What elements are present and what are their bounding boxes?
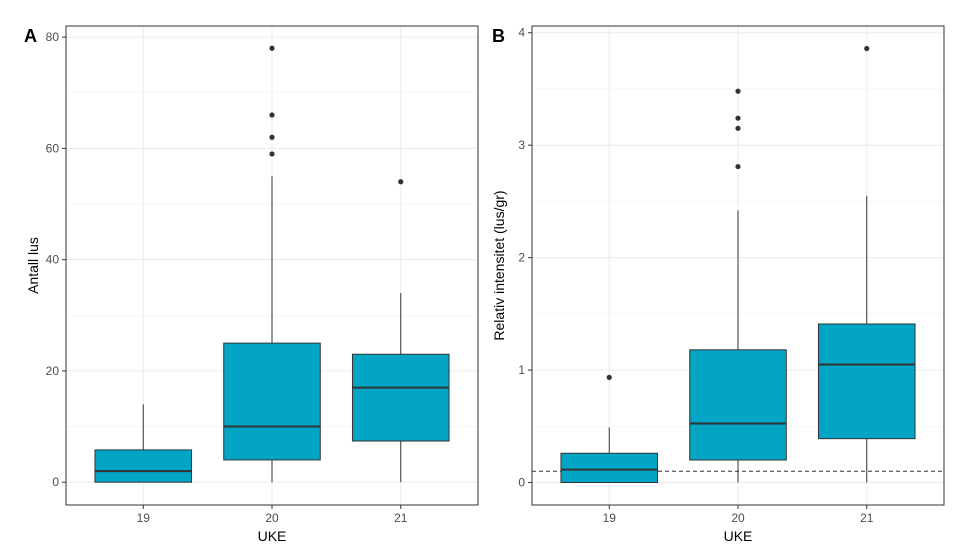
x-tick-label: 20	[265, 511, 279, 525]
box	[689, 349, 787, 461]
box-19	[94, 404, 193, 483]
outlier-point	[269, 45, 275, 51]
y-tick-label: 0	[52, 475, 59, 489]
outlier-point	[735, 115, 741, 121]
outlier-point	[735, 125, 741, 131]
outlier-point	[269, 112, 275, 118]
panel-tag: B	[492, 26, 505, 46]
box	[351, 353, 450, 442]
outlier-point	[735, 88, 741, 94]
box	[223, 342, 321, 461]
x-axis-title: UKE	[724, 528, 753, 544]
x-tick-label: 19	[137, 511, 151, 525]
x-tick-label: 20	[731, 511, 745, 525]
y-tick-label: 1	[518, 363, 525, 377]
y-tick-label: 3	[518, 138, 525, 152]
plot-border	[65, 25, 479, 506]
x-tick-label: 21	[860, 511, 874, 525]
panel-b: 0 1 2 3 4 19 20 21 UKE Relativ intensitet (lus/gr…	[491, 25, 945, 544]
plot-border	[531, 25, 945, 506]
outlier-point	[398, 179, 404, 185]
box	[94, 449, 193, 483]
box-20	[223, 45, 321, 483]
outlier-point	[735, 163, 741, 170]
box-20	[689, 88, 787, 483]
panel-a: 0 20 40 60 80 19 20 21 UKE Antall lus A	[24, 25, 479, 544]
outlier-point	[606, 374, 612, 380]
y-tick-label: 4	[518, 26, 525, 40]
y-tick-label: 2	[518, 251, 525, 265]
x-tick-label: 19	[603, 511, 617, 525]
box-21	[351, 179, 450, 483]
y-tick-label: 80	[46, 30, 60, 44]
box-19	[560, 374, 659, 484]
box-21	[817, 45, 916, 483]
outlier-point	[269, 134, 275, 140]
outlier-point	[269, 151, 275, 157]
y-tick-label: 0	[518, 476, 525, 490]
panel-tag: A	[24, 26, 37, 46]
y-tick-label: 40	[46, 253, 60, 267]
y-tick-label: 60	[46, 141, 60, 155]
box	[560, 452, 659, 484]
y-axis-title: Relativ intensitet (lus/gr)	[491, 190, 507, 340]
x-tick-label: 21	[394, 511, 408, 525]
y-axis-title: Antall lus	[25, 237, 41, 294]
y-tick-label: 20	[46, 364, 60, 378]
outlier-point	[864, 45, 870, 52]
x-axis-title: UKE	[258, 528, 287, 544]
box	[817, 323, 916, 440]
